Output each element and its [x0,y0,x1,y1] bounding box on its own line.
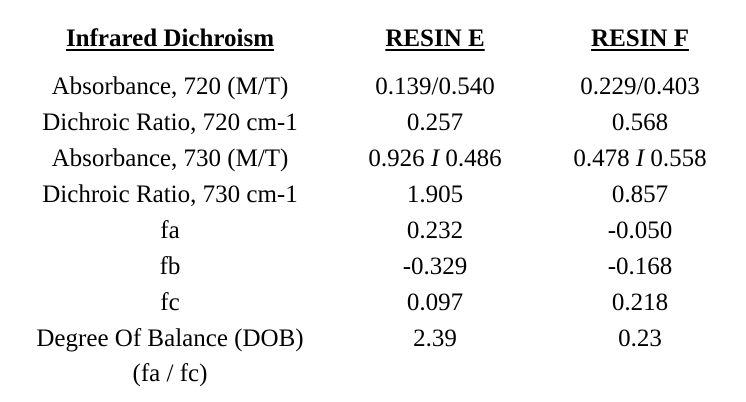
row-label: Absorbance, 730 (M/T) [51,145,289,172]
resin-f-value: 0.218 [611,289,669,316]
resin-f-value: 0.568 [611,109,669,136]
row-label: Degree Of Balance (DOB) [36,325,304,352]
resin-e-value: 0.926 I 0.486 [330,141,540,177]
resin-f-value: 0.478 I 0.558 [535,141,745,177]
table-row: fc 0.097 0.218 [0,285,746,321]
table-row: Dichroic Ratio, 720 cm-1 0.257 0.568 [0,105,746,141]
resin-e-value: 0.232 [406,217,464,244]
table-header-row: Infrared Dichroism RESIN E RESIN F [0,21,746,57]
row-label: Absorbance, 720 (M/T) [51,73,289,100]
row-label-continuation: (fa / fc) [132,360,208,387]
row-label: fb [159,253,181,280]
resin-e-value: 0.139/0.540 [375,73,495,100]
resin-f-value: -0.050 [607,217,673,244]
value-part: 0.926 [368,145,425,172]
value-part: 0.478 [573,145,630,172]
column-header-resin-f: RESIN F [591,25,689,52]
resin-e-value: 2.39 [413,325,457,352]
value-separator: I [635,145,645,172]
table-row: Absorbance, 720 (M/T) 0.139/0.540 0.229/… [0,69,746,105]
resin-e-value: 0.257 [406,109,464,136]
table-row: Dichroic Ratio, 730 cm-1 1.905 0.857 [0,177,746,213]
value-part: 0.558 [650,145,707,172]
value-separator: I [430,145,440,172]
row-label: Dichroic Ratio, 720 cm-1 [42,109,298,136]
resin-e-value: -0.329 [402,253,468,280]
row-label: fc [160,289,180,316]
column-header-resin-e: RESIN E [385,25,485,52]
row-label: Dichroic Ratio, 730 cm-1 [42,181,298,208]
resin-f-value: -0.168 [607,253,673,280]
table-row: fa 0.232 -0.050 [0,213,746,249]
table-row: Degree Of Balance (DOB) (fa / fc) 2.39 0… [0,321,746,393]
column-header-infrared-dichroism: Infrared Dichroism [65,25,275,52]
resin-e-value: 0.097 [406,289,464,316]
table-row: fb -0.329 -0.168 [0,249,746,285]
resin-f-value: 0.857 [611,181,669,208]
resin-e-value: 1.905 [406,181,464,208]
resin-f-value: 0.23 [618,325,662,352]
row-label: fa [160,217,180,244]
value-part: 0.486 [445,145,502,172]
resin-f-value: 0.229/0.403 [580,73,700,100]
table-row: Absorbance, 730 (M/T) 0.926 I 0.486 0.47… [0,141,746,177]
